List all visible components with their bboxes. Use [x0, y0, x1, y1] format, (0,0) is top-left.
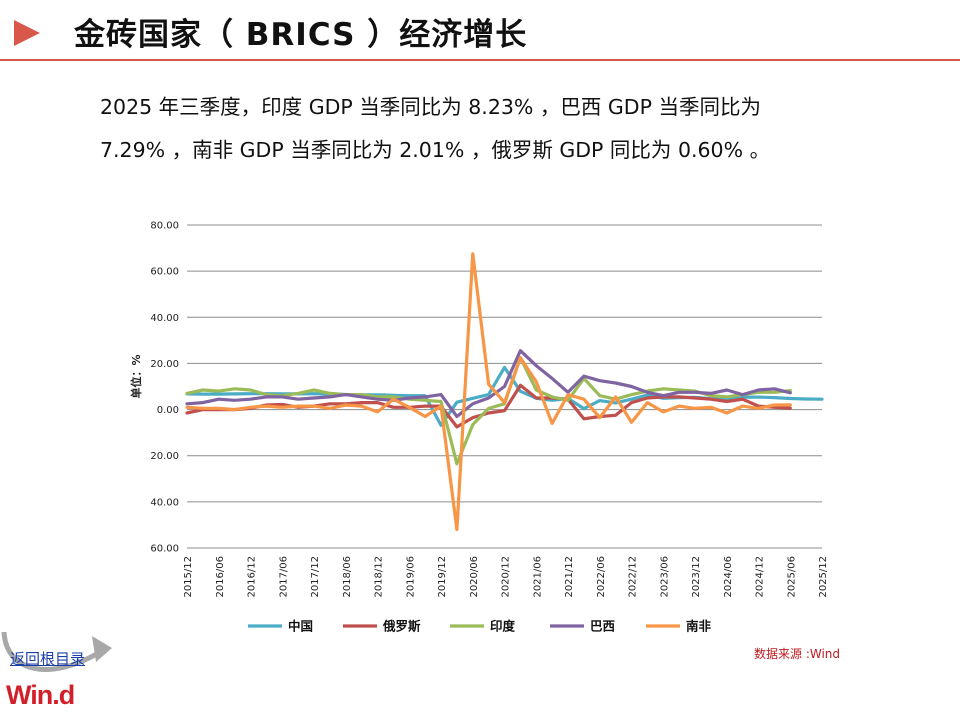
x-tick-label: 2020/06	[469, 556, 480, 598]
x-tick-label: 2018/12	[374, 556, 385, 598]
x-tick-label: 2022/12	[628, 556, 639, 598]
x-tick-label: 2022/06	[596, 556, 607, 598]
x-tick-label: 2017/06	[278, 556, 289, 598]
x-tick-label: 2024/06	[723, 556, 734, 598]
summary-line-2: 7.29% ，南非 GDP 当季同比为 2.01% ，俄罗斯 GDP 同比为 0…	[100, 138, 771, 162]
legend-label-china: 中国	[288, 619, 313, 634]
x-tick-label: 2016/12	[247, 556, 258, 598]
legend-label-russia: 俄罗斯	[382, 619, 421, 634]
x-tick-label: 2019/06	[405, 556, 416, 598]
x-tick-label: 2025/12	[818, 556, 829, 598]
title-divider	[0, 59, 960, 61]
y-tick-label: 60.00	[150, 267, 179, 278]
title-arrow-icon	[14, 20, 40, 46]
y-tick-label: 40.00	[150, 313, 179, 324]
summary-text: 2025 年三季度，印度 GDP 当季同比为 8.23% ，巴西 GDP 当季同…	[100, 86, 880, 172]
back-arrow-icon	[1, 631, 112, 672]
y-tick-label: 20.00	[150, 359, 179, 370]
brics-gdp-line-chart: 80.00 60.00 40.00 20.00 0.00 20.00 40.00 60.00 单…	[129, 221, 829, 634]
y-tick-label: 60.00	[150, 544, 179, 555]
y-axis-label: 单位：%	[129, 354, 143, 398]
back-to-contents-link[interactable]: 返回根目录	[10, 650, 86, 668]
y-tick-label: 0.00	[157, 405, 179, 416]
y-tick-label: 20.00	[150, 451, 179, 462]
x-tick-label: 2016/06	[215, 556, 226, 598]
x-tick-label: 2017/12	[310, 556, 321, 598]
x-tick-label: 2023/06	[659, 556, 670, 598]
header: 金砖国家（ BRICS ）经济增长	[0, 0, 960, 64]
x-tick-label: 2021/12	[564, 556, 575, 598]
summary-line-1: 2025 年三季度，印度 GDP 当季同比为 8.23% ，巴西 GDP 当季同…	[100, 95, 761, 119]
x-tick-label: 2024/12	[755, 556, 766, 598]
x-tick-label: 2015/12	[183, 556, 194, 598]
series-line-south_africa	[185, 252, 792, 532]
x-tick-label: 2019/12	[437, 556, 448, 598]
page-title: 金砖国家（ BRICS ）经济增长	[74, 17, 528, 53]
series-line-brazil	[185, 349, 792, 419]
x-tick-label: 2018/06	[342, 556, 353, 598]
legend-label-india: 印度	[490, 619, 516, 634]
legend-label-brazil: 巴西	[590, 619, 615, 634]
x-tick-label: 2020/12	[501, 556, 512, 598]
x-tick-label: 2023/12	[691, 556, 702, 598]
y-tick-label: 80.00	[150, 221, 179, 232]
wind-logo: Win.d	[6, 680, 75, 710]
data-source-note: 数据来源 :Wind	[754, 647, 841, 661]
legend-label-south_africa: 南非	[686, 619, 712, 634]
x-tick-label: 2021/06	[532, 556, 543, 598]
y-tick-label: 40.00	[150, 497, 179, 508]
x-tick-label: 2025/06	[786, 556, 797, 598]
